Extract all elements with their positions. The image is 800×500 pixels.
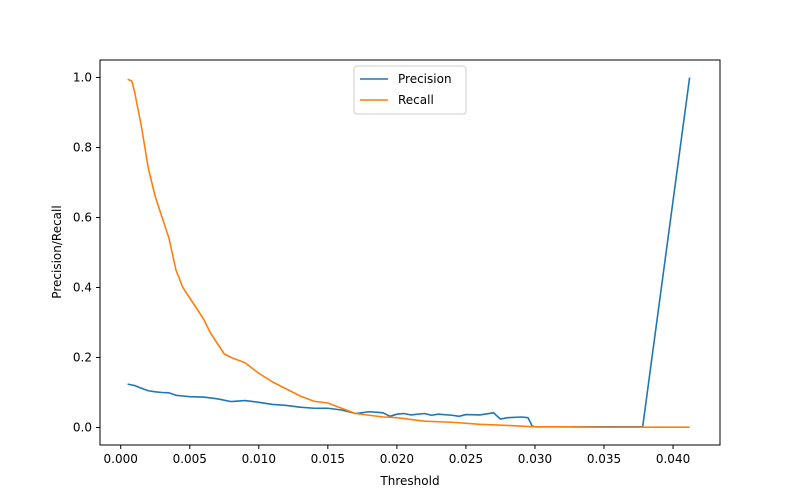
x-tick-label: 0.025 <box>449 452 483 466</box>
x-tick-label: 0.030 <box>518 452 552 466</box>
x-tick-label: 0.040 <box>656 452 690 466</box>
legend: Precision Recall <box>353 65 467 115</box>
y-axis-label: Precision/Recall <box>50 205 64 298</box>
x-tick-label: 0.005 <box>173 452 207 466</box>
x-tick-label: 0.010 <box>242 452 276 466</box>
x-tick-label: 0.020 <box>380 452 414 466</box>
axes-frame <box>99 59 721 446</box>
legend-box <box>353 65 467 115</box>
y-tick-label: 0.4 <box>73 281 92 295</box>
series-layer <box>127 77 691 428</box>
legend-label-recall: Recall <box>398 93 434 107</box>
series-line-precision <box>127 77 691 428</box>
y-tick-label: 0.6 <box>73 211 92 225</box>
plot-area <box>100 60 720 445</box>
y-tick-label: 1.0 <box>73 71 92 85</box>
legend-label-precision: Precision <box>398 72 452 86</box>
x-tick-label: 0.015 <box>311 452 345 466</box>
x-tick-label: 0.000 <box>104 452 138 466</box>
y-tick-label: 0.8 <box>73 141 92 155</box>
x-axis-label: Threshold <box>379 474 439 488</box>
x-tick-label: 0.035 <box>587 452 621 466</box>
axes-layer: 0.000 0.005 0.010 0.015 0.020 0.025 0.030 0.035… <box>73 59 721 466</box>
series-line-recall <box>127 78 690 428</box>
y-tick-label: 0.0 <box>73 421 92 435</box>
y-tick-label: 0.2 <box>73 351 92 365</box>
